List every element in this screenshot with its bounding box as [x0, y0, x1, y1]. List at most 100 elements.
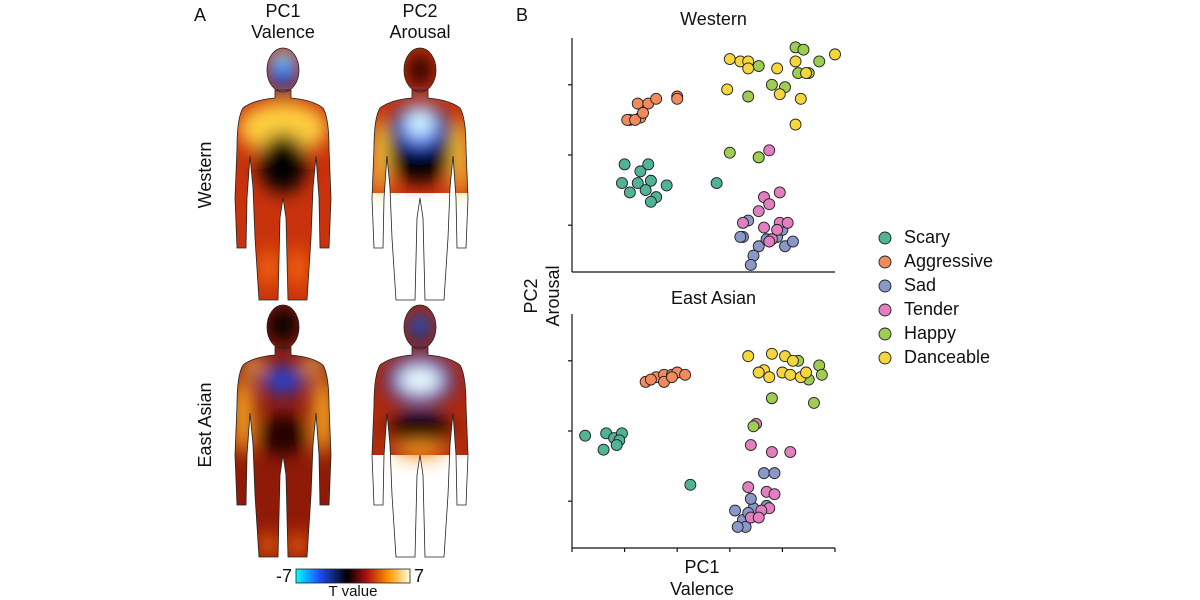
point: [786, 235, 799, 248]
colorbar-tick-label: -7: [276, 566, 292, 586]
point: [742, 481, 755, 494]
point: [800, 67, 813, 80]
legend-marker: [878, 255, 892, 269]
point: [644, 195, 657, 208]
point: [765, 78, 778, 91]
point: [800, 366, 813, 379]
point: [671, 92, 684, 105]
point: [618, 158, 631, 171]
panel-label: B: [516, 5, 528, 25]
body-map: [371, 304, 469, 558]
colorbar-label: T value: [329, 583, 378, 600]
point: [747, 420, 760, 433]
panel-a: A PC1 Valence PC2 Arousal Western East A…: [194, 1, 469, 600]
point: [629, 113, 642, 126]
point: [710, 177, 723, 190]
legend-label: Tender: [904, 299, 959, 319]
point: [752, 205, 765, 218]
point: [660, 179, 673, 192]
chart-title: Western: [680, 9, 747, 29]
legend-label: Danceable: [904, 347, 990, 367]
legend-marker: [878, 231, 892, 245]
point: [634, 165, 647, 178]
legend-label: Scary: [904, 227, 950, 247]
colorbar-tick-label: 7: [414, 566, 424, 586]
point: [789, 55, 802, 68]
point: [637, 106, 649, 119]
point: [642, 158, 655, 171]
point: [768, 467, 781, 480]
point: [763, 198, 776, 211]
legend-label: Happy: [904, 323, 956, 343]
legend-marker: [878, 351, 892, 365]
row-title: Western: [195, 142, 215, 209]
point: [665, 371, 678, 384]
point: [684, 478, 697, 491]
point: [734, 230, 747, 243]
body-map: [371, 47, 469, 301]
point: [744, 439, 757, 451]
point: [813, 55, 826, 68]
point: [763, 144, 776, 157]
colorbar: [295, 568, 411, 584]
point: [679, 368, 692, 381]
x-axis-label: Valence: [670, 579, 734, 599]
point: [794, 92, 807, 105]
point: [752, 511, 765, 524]
point: [829, 48, 841, 61]
point: [758, 221, 770, 234]
point: [752, 240, 765, 253]
legend-label: Sad: [904, 275, 936, 295]
point: [744, 259, 757, 271]
point: [763, 235, 776, 248]
legend-marker: [878, 303, 892, 317]
column-title: PC1: [265, 1, 300, 21]
point: [758, 467, 770, 480]
point: [765, 347, 778, 360]
body-map: [234, 47, 332, 301]
point: [771, 223, 784, 236]
point: [579, 429, 592, 442]
column-title: Valence: [251, 22, 315, 42]
point: [723, 53, 736, 66]
point: [784, 446, 797, 459]
row-title: East Asian: [195, 382, 215, 467]
point: [765, 446, 778, 459]
point: [644, 373, 657, 386]
point: [763, 371, 776, 384]
point: [742, 90, 755, 103]
chart-title: East Asian: [671, 288, 756, 308]
point: [781, 216, 794, 229]
point: [729, 504, 742, 517]
point: [644, 174, 657, 187]
column-title: PC2: [402, 1, 437, 21]
point: [723, 146, 736, 159]
point: [650, 92, 663, 105]
point: [752, 60, 765, 73]
point: [631, 177, 644, 190]
point: [623, 186, 636, 199]
point: [789, 118, 802, 131]
legend-marker: [878, 279, 892, 293]
point: [808, 396, 820, 409]
point: [752, 366, 765, 379]
point: [773, 88, 786, 101]
column-title: Arousal: [389, 22, 450, 42]
point: [786, 354, 799, 367]
point: [784, 368, 797, 381]
point: [765, 392, 778, 405]
point: [773, 186, 786, 199]
point: [768, 488, 781, 501]
legend-label: Aggressive: [904, 251, 993, 271]
x-axis-label: PC1: [684, 557, 719, 577]
y-axis-label: Arousal: [543, 265, 563, 326]
point: [737, 216, 749, 229]
legend-marker: [878, 327, 892, 341]
point: [752, 151, 765, 164]
point: [742, 62, 755, 75]
panel-label: A: [194, 5, 206, 25]
body-map: [234, 304, 332, 558]
point: [815, 368, 828, 381]
point: [597, 443, 610, 456]
